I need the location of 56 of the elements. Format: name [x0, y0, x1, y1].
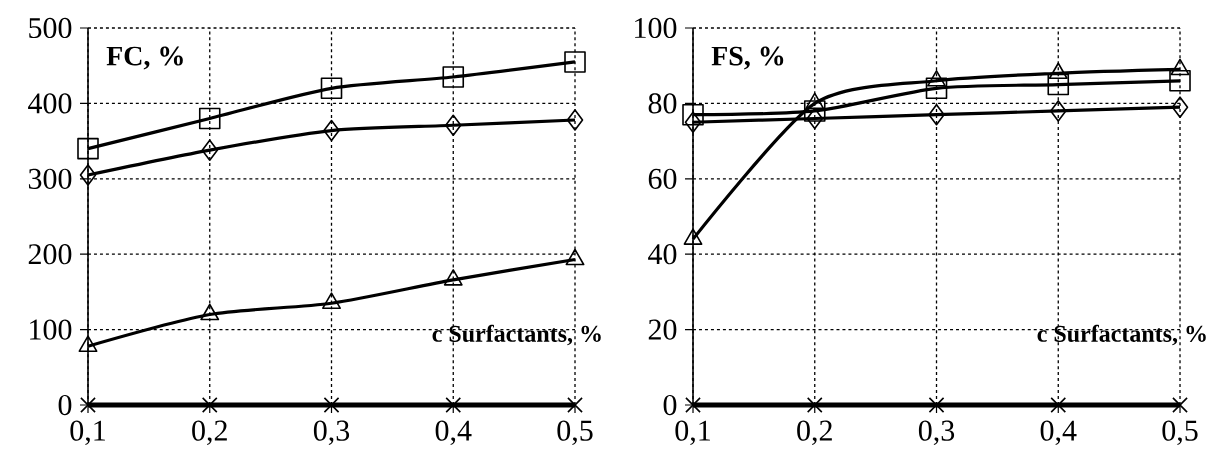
x-tick-label: 0,2 — [192, 420, 227, 446]
point — [928, 103, 945, 126]
point — [682, 103, 704, 126]
y-tick-label: 400 — [28, 93, 72, 114]
y-tick-label: 40 — [648, 244, 677, 265]
point — [80, 397, 96, 413]
x-tick-label: 0,5 — [557, 420, 593, 446]
x-tick-label: 0,3 — [918, 420, 955, 446]
point — [79, 164, 97, 186]
point — [1047, 73, 1070, 96]
x-tick-label: 0,4 — [435, 420, 472, 446]
point — [444, 114, 462, 137]
point — [198, 107, 221, 130]
point — [442, 66, 465, 88]
point — [201, 397, 218, 413]
y-axis-title: FC, % — [106, 46, 183, 70]
point — [1171, 96, 1189, 118]
x-axis-title: c Surfactants, % — [1037, 324, 1206, 346]
x-tick-label: 0,5 — [1162, 420, 1198, 446]
x-tick-label: 0,1 — [70, 420, 105, 446]
point — [1049, 100, 1067, 122]
y-tick-label: 0 — [58, 394, 72, 416]
x-tick-label: 0,2 — [797, 420, 832, 446]
point — [928, 397, 945, 413]
point — [201, 139, 219, 161]
y-tick-label: 200 — [28, 244, 72, 265]
point — [1172, 397, 1188, 413]
point — [1050, 397, 1067, 413]
y-tick-label: 100 — [635, 17, 677, 39]
point — [320, 77, 343, 100]
point — [323, 397, 340, 413]
point — [925, 77, 948, 100]
y-tick-label: 500 — [29, 17, 72, 39]
point — [685, 397, 701, 413]
y-tick-label: 60 — [648, 168, 677, 189]
point — [806, 397, 823, 413]
point — [77, 137, 99, 160]
y-tick-label: 20 — [648, 319, 677, 340]
point — [806, 107, 824, 130]
point — [566, 109, 584, 131]
y-tick-label: 80 — [648, 93, 677, 114]
point — [684, 111, 702, 134]
y-tick-label: 300 — [28, 168, 72, 189]
point — [564, 51, 586, 73]
x-tick-label: 0,1 — [675, 420, 710, 446]
y-axis-title: FS, % — [711, 46, 784, 70]
point — [1169, 69, 1191, 92]
y-tick-label: 100 — [30, 319, 72, 340]
point — [803, 100, 826, 122]
x-tick-label: 0,3 — [313, 420, 350, 446]
point — [445, 397, 462, 413]
x-tick-label: 0,4 — [1040, 420, 1077, 446]
point — [567, 397, 583, 413]
x-axis-title: c Surfactants, % — [432, 324, 601, 346]
y-tick-label: 0 — [663, 394, 677, 416]
point — [323, 119, 340, 142]
